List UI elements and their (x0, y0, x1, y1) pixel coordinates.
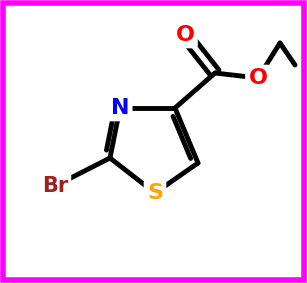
Text: O: O (176, 25, 195, 45)
Text: Br: Br (42, 176, 68, 196)
Text: N: N (111, 98, 129, 118)
Text: O: O (248, 68, 267, 88)
Text: S: S (147, 183, 163, 203)
